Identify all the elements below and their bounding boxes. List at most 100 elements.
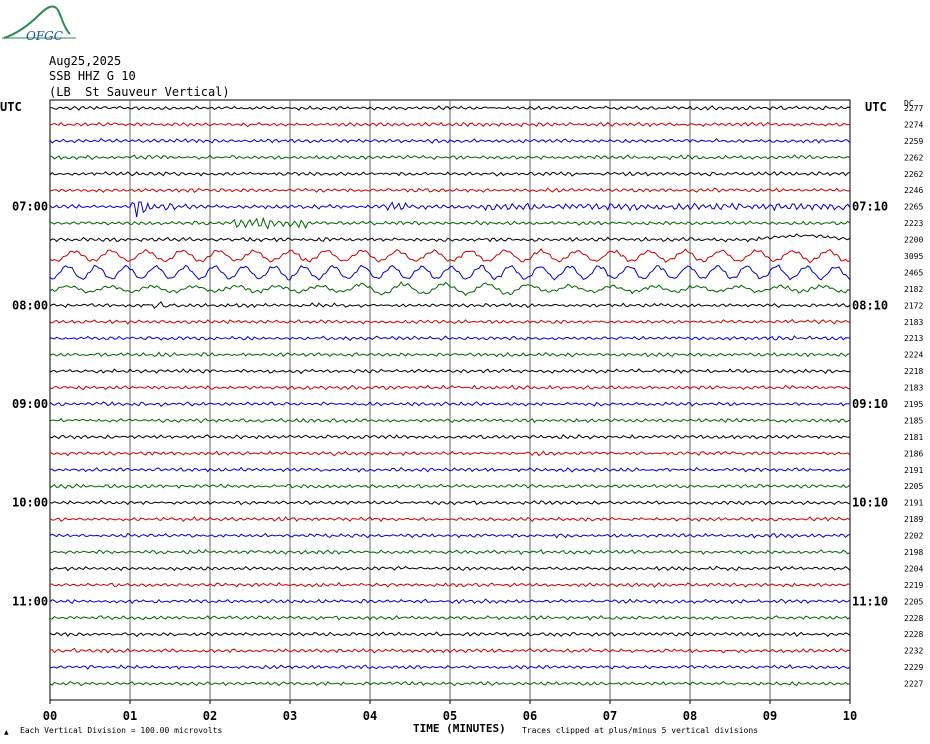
seismogram-trace bbox=[49, 137, 851, 144]
seismogram-trace bbox=[49, 384, 851, 391]
x-tick-label: 05 bbox=[443, 709, 457, 723]
seismogram-trace bbox=[49, 450, 851, 457]
seismogram-trace bbox=[49, 281, 851, 297]
dc-offset-label: 2204 bbox=[904, 564, 923, 573]
dc-offset-label: 2232 bbox=[904, 647, 923, 656]
seismogram-trace bbox=[49, 549, 851, 556]
dc-offset-label: 2229 bbox=[904, 663, 923, 672]
seismogram-trace bbox=[49, 201, 851, 218]
dc-offset-label: 2219 bbox=[904, 581, 923, 590]
station-location: (LB St Sauveur Vertical) bbox=[49, 85, 230, 99]
dc-offset-label: 2246 bbox=[904, 186, 923, 195]
right-time-label: 08:10 bbox=[852, 298, 888, 312]
seismogram-trace bbox=[49, 170, 851, 177]
dc-offset-label: 2213 bbox=[904, 334, 923, 343]
seismogram-trace bbox=[49, 434, 851, 440]
seismogram-trace bbox=[49, 351, 851, 358]
dc-offset-label: 2186 bbox=[904, 449, 923, 458]
seismogram-trace bbox=[49, 499, 851, 506]
dc-offset-label: 2185 bbox=[904, 416, 923, 425]
right-time-label: 09:10 bbox=[852, 397, 888, 411]
seismogram-trace bbox=[49, 301, 851, 309]
dc-offset-label: 2205 bbox=[904, 597, 923, 606]
dc-offset-label: 2181 bbox=[904, 433, 923, 442]
seismogram-trace bbox=[49, 631, 851, 638]
seismogram-trace bbox=[49, 532, 851, 539]
seismogram-trace bbox=[49, 318, 851, 325]
x-tick-label: 07 bbox=[603, 709, 617, 723]
station-code: SSB HHZ G 10 bbox=[49, 69, 136, 83]
dc-offset-label: 2224 bbox=[904, 351, 923, 360]
right-time-label: 11:10 bbox=[852, 594, 888, 608]
seismogram-trace bbox=[49, 664, 851, 670]
right-time-label: 07:10 bbox=[852, 200, 888, 214]
dc-offset-label: 2223 bbox=[904, 219, 923, 228]
logo-swoosh bbox=[3, 5, 71, 39]
x-tick-label: 01 bbox=[123, 709, 137, 723]
right-time-label: 10:10 bbox=[852, 496, 888, 510]
dc-offset-label: 2228 bbox=[904, 614, 923, 623]
left-time-label: 07:00 bbox=[12, 200, 48, 214]
dc-offset-label: 2228 bbox=[904, 630, 923, 639]
seismogram-trace bbox=[49, 581, 851, 588]
x-tick-label: 04 bbox=[363, 709, 377, 723]
dc-offset-label: 2202 bbox=[904, 532, 923, 541]
dc-offset-label: 2191 bbox=[904, 466, 923, 475]
dc-offset-label: 2183 bbox=[904, 384, 923, 393]
left-time-label: 11:00 bbox=[12, 594, 48, 608]
x-tick-label: 10 bbox=[843, 709, 857, 723]
seismogram-trace bbox=[49, 565, 851, 572]
right-axis-title: UTC bbox=[865, 100, 887, 114]
left-time-label: 08:00 bbox=[12, 298, 48, 312]
dc-offset-label: 2265 bbox=[904, 203, 923, 212]
dc-offset-label: 2218 bbox=[904, 367, 923, 376]
seismogram-trace bbox=[49, 516, 851, 523]
footer-clip-note: Traces clipped at plus/minus 5 vertical … bbox=[522, 726, 758, 735]
seismogram-trace bbox=[49, 368, 851, 375]
dc-offset-label: 2172 bbox=[904, 301, 923, 310]
left-time-label: 10:00 bbox=[12, 496, 48, 510]
dc-offset-label: 2259 bbox=[904, 137, 923, 146]
dc-offset-label: 2183 bbox=[904, 318, 923, 327]
dc-offset-label: 2227 bbox=[904, 680, 923, 689]
footer-scale-note: Each Vertical Division = 100.00 microvol… bbox=[20, 726, 222, 735]
footer-mark: ▲ bbox=[4, 729, 9, 736]
seismogram-trace bbox=[49, 680, 851, 687]
seismogram-trace bbox=[49, 401, 851, 408]
seismogram-trace bbox=[49, 233, 851, 243]
seismogram-trace bbox=[49, 216, 851, 230]
record-date: Aug25,2025 bbox=[49, 54, 122, 68]
dc-offset-label: 2277 bbox=[904, 104, 923, 113]
x-tick-label: 08 bbox=[683, 709, 697, 723]
dc-offset-label: 2262 bbox=[904, 153, 923, 162]
seismogram-trace bbox=[50, 105, 851, 111]
dc-offset-label: 2182 bbox=[904, 285, 923, 294]
seismogram-trace bbox=[49, 483, 851, 489]
left-time-label: 09:00 bbox=[12, 397, 48, 411]
dc-offset-label: 2205 bbox=[904, 482, 923, 491]
dc-offset-label: 2200 bbox=[904, 236, 923, 245]
dc-offset-label: 2274 bbox=[904, 120, 923, 129]
x-axis-title: TIME (MINUTES) bbox=[413, 722, 506, 735]
dc-header: DC bbox=[904, 99, 914, 108]
dc-offset-label: 2191 bbox=[904, 499, 923, 508]
x-tick-label: 00 bbox=[43, 709, 57, 723]
seismogram-trace bbox=[49, 154, 851, 161]
seismogram-trace bbox=[49, 417, 851, 424]
ofgc-logo: OFGC bbox=[2, 5, 76, 43]
x-tick-label: 02 bbox=[203, 709, 217, 723]
seismogram-trace bbox=[49, 187, 851, 194]
seismogram-trace bbox=[49, 335, 850, 342]
dc-offset-label: 2189 bbox=[904, 515, 923, 524]
seismogram-trace bbox=[49, 598, 851, 605]
x-tick-label: 09 bbox=[763, 709, 777, 723]
dc-offset-label: 2195 bbox=[904, 400, 923, 409]
seismogram-trace bbox=[49, 264, 851, 281]
seismogram-trace bbox=[49, 466, 851, 473]
dc-offset-label: 2465 bbox=[904, 268, 923, 277]
seismogram-trace bbox=[49, 647, 851, 654]
seismogram-trace bbox=[49, 614, 851, 621]
left-axis-title: UTC bbox=[0, 100, 22, 114]
seismogram-trace bbox=[49, 248, 851, 264]
